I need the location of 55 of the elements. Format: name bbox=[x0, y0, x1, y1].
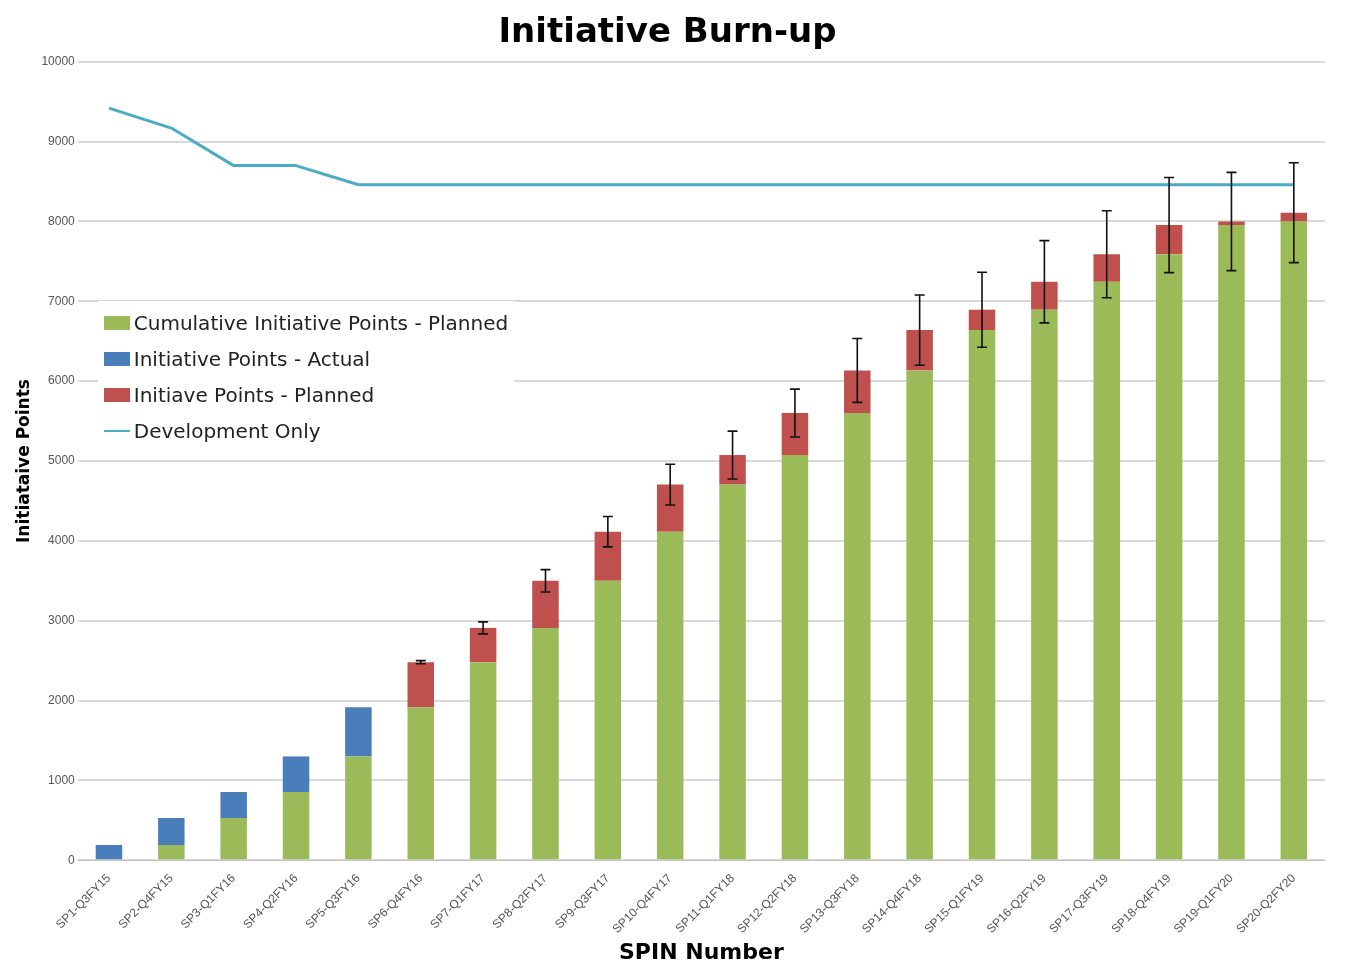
legend-label: Initiave Points - Planned bbox=[133, 383, 375, 408]
bar bbox=[656, 484, 684, 532]
y-tick-label: 9000 bbox=[48, 133, 76, 148]
y-tick-label: 1000 bbox=[48, 772, 76, 787]
bar bbox=[407, 662, 435, 708]
y-tick-label: 7000 bbox=[48, 293, 76, 308]
bar bbox=[469, 627, 497, 663]
bar bbox=[781, 455, 809, 860]
bar bbox=[844, 413, 871, 860]
bar bbox=[282, 791, 310, 860]
bar bbox=[532, 627, 559, 860]
x-axis-title: SPIN Number bbox=[619, 938, 784, 964]
y-axis-title: Initiataive Points bbox=[12, 379, 33, 543]
bar bbox=[345, 756, 372, 860]
bar bbox=[1218, 221, 1245, 226]
chart-title: Initiative Burn-up bbox=[498, 10, 837, 51]
bar bbox=[220, 791, 247, 818]
legend-label: Cumulative Initiative Points - Planned bbox=[133, 311, 509, 336]
bar bbox=[1155, 254, 1183, 860]
bar bbox=[532, 580, 559, 628]
bar bbox=[719, 455, 746, 485]
y-tick-label: 4000 bbox=[48, 533, 76, 548]
bar bbox=[1031, 309, 1058, 860]
bar bbox=[469, 662, 497, 860]
y-tick-label: 3000 bbox=[48, 613, 76, 628]
bar bbox=[282, 756, 310, 792]
y-tick-label: 10000 bbox=[41, 54, 76, 69]
bar bbox=[968, 330, 996, 860]
bar bbox=[158, 845, 185, 860]
bar bbox=[594, 580, 622, 860]
y-tick-label: 0 bbox=[68, 852, 76, 867]
bar bbox=[781, 413, 809, 456]
legend-label: Development Only bbox=[133, 419, 321, 444]
y-tick-label: 2000 bbox=[48, 692, 76, 707]
y-tick-label: 5000 bbox=[48, 453, 76, 468]
y-tick-label: 8000 bbox=[48, 213, 76, 228]
bar bbox=[719, 484, 746, 860]
bar bbox=[906, 330, 933, 371]
legend-label: Initiative Points - Actual bbox=[133, 347, 371, 372]
bar bbox=[1093, 254, 1120, 282]
bar bbox=[1031, 281, 1058, 310]
bar bbox=[345, 707, 372, 757]
y-tick-label: 6000 bbox=[48, 373, 76, 388]
bar bbox=[1218, 225, 1245, 860]
bar bbox=[1280, 221, 1308, 860]
bar bbox=[844, 370, 871, 414]
bar bbox=[158, 817, 185, 846]
bar bbox=[95, 845, 123, 860]
bar bbox=[594, 531, 622, 581]
bar bbox=[1093, 281, 1120, 860]
bar bbox=[220, 817, 247, 860]
bar bbox=[407, 707, 435, 860]
bar bbox=[1155, 225, 1183, 255]
bar bbox=[656, 531, 684, 860]
bar bbox=[906, 370, 933, 860]
